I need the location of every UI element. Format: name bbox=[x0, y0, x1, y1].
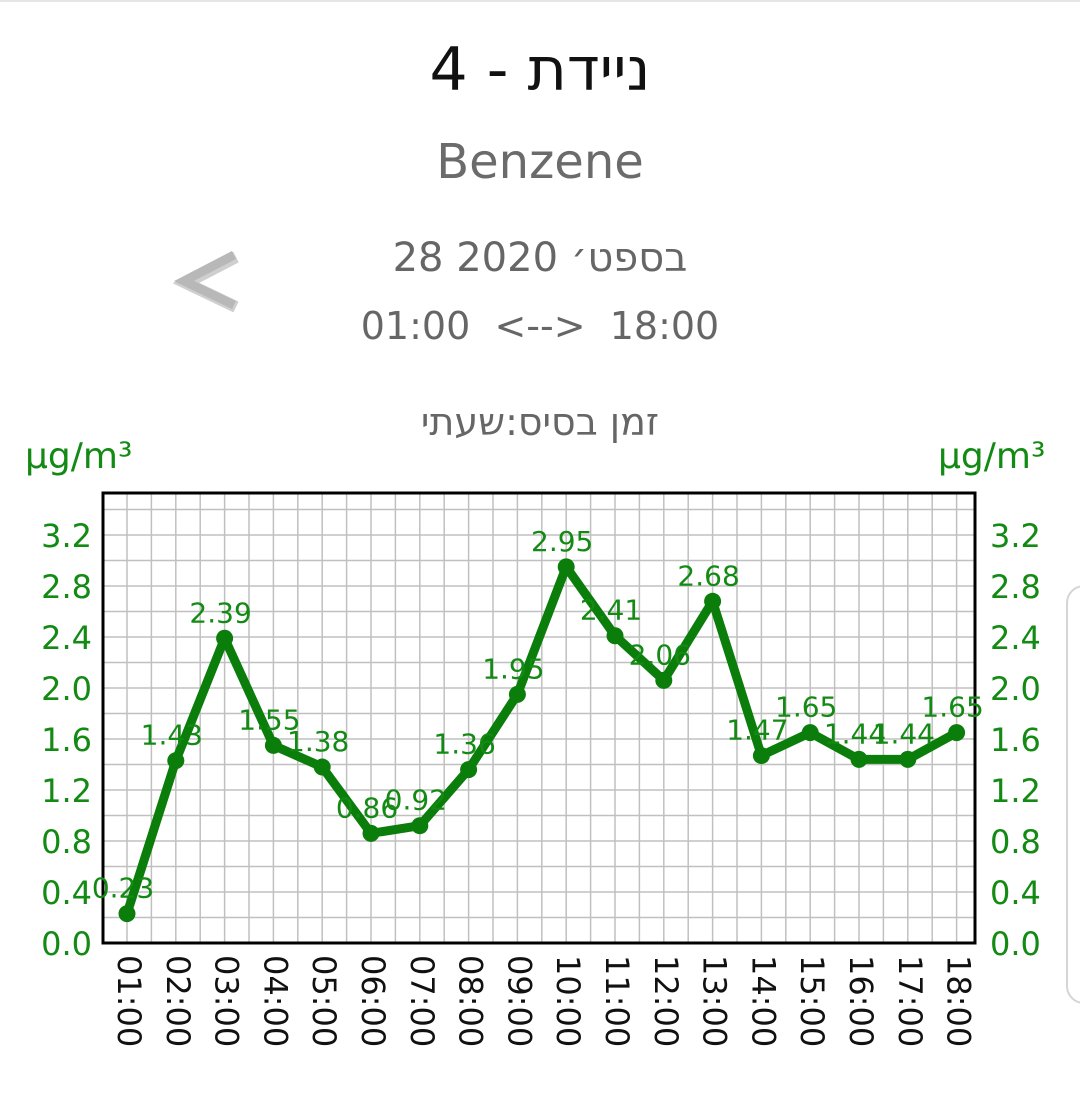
y-tick-label-left: 2.4 bbox=[41, 619, 92, 657]
data-point bbox=[557, 558, 575, 576]
y-tick-label-left: 0.8 bbox=[41, 823, 92, 861]
y-axis-unit-right: µg/m³ bbox=[938, 436, 1045, 477]
data-label: 2.95 bbox=[531, 525, 593, 558]
data-point bbox=[899, 750, 917, 768]
plot-frame bbox=[101, 491, 977, 945]
data-label: 1.38 bbox=[287, 725, 349, 758]
time-range: 01:00 <--> 18:00 bbox=[0, 300, 1080, 352]
pollutant-name: Benzene bbox=[436, 134, 644, 190]
data-label: 1.55 bbox=[238, 703, 300, 736]
date-label: 28 בספט׳ 2020 bbox=[392, 235, 688, 281]
chevron-left-icon bbox=[172, 251, 239, 313]
data-point bbox=[313, 758, 331, 776]
data-label: 0.92 bbox=[385, 784, 447, 817]
data-point bbox=[752, 747, 770, 765]
previous-button[interactable] bbox=[170, 245, 250, 320]
data-point bbox=[948, 724, 966, 742]
time-arrow: <--> bbox=[494, 304, 586, 348]
data-label: 0.23 bbox=[92, 872, 154, 905]
x-tick-label: 15:00 bbox=[793, 955, 831, 1047]
x-tick-label: 09:00 bbox=[500, 955, 538, 1047]
data-label: 1.95 bbox=[482, 652, 544, 685]
series-line bbox=[122, 562, 962, 919]
x-tick-label: 10:00 bbox=[549, 955, 587, 1047]
data-label: 1.43 bbox=[141, 719, 203, 752]
x-tick-label: 16:00 bbox=[842, 955, 880, 1047]
data-label: 1.47 bbox=[726, 714, 788, 747]
data-label: 1.44 bbox=[873, 717, 935, 750]
data-label: 1.36 bbox=[433, 728, 495, 761]
x-tick-label: 08:00 bbox=[452, 955, 490, 1047]
data-label: 2.39 bbox=[189, 596, 251, 629]
y-tick-label-right: 0.8 bbox=[990, 823, 1041, 861]
data-label: 1.65 bbox=[775, 691, 837, 724]
data-label: 1.44 bbox=[824, 717, 886, 750]
benzene-line-chart: µg/m³ µg/m³0.0 0.00.4 0.40.8 0.81.2 1.21.6 1.6… bbox=[25, 436, 1045, 1047]
y-tick-label-left: 1.6 bbox=[41, 721, 92, 759]
data-label: 2.68 bbox=[677, 559, 739, 592]
x-tick-label: 13:00 bbox=[696, 955, 734, 1047]
data-point bbox=[167, 752, 185, 770]
data-point bbox=[264, 736, 282, 754]
x-tick-label: 07:00 bbox=[403, 955, 441, 1047]
data-point bbox=[216, 629, 234, 647]
x-tick-label: 05:00 bbox=[305, 955, 343, 1047]
data-point bbox=[118, 905, 136, 923]
data-label: 1.65 bbox=[921, 691, 983, 724]
y-tick-label-right: 2.8 bbox=[990, 568, 1041, 606]
y-tick-label-right: 0.4 bbox=[990, 874, 1041, 912]
x-tick-label: 01:00 bbox=[110, 955, 148, 1047]
x-tick-label: 17:00 bbox=[891, 955, 929, 1047]
x-tick-label: 02:00 bbox=[159, 955, 197, 1047]
y-tick-label-right: 1.2 bbox=[990, 772, 1041, 810]
data-point bbox=[704, 592, 722, 610]
y-tick-label-right: 3.2 bbox=[990, 517, 1041, 555]
data-point bbox=[508, 685, 526, 703]
y-tick-label-right: 0.0 bbox=[990, 925, 1041, 963]
y-tick-label-left: 0.0 bbox=[41, 925, 92, 963]
data-point bbox=[460, 761, 478, 779]
data-label: 2.41 bbox=[580, 594, 642, 627]
x-tick-label: 14:00 bbox=[744, 955, 782, 1047]
x-tick-label: 03:00 bbox=[208, 955, 246, 1047]
y-tick-label-left: 2.8 bbox=[41, 568, 92, 606]
top-divider bbox=[0, 0, 1080, 2]
y-tick-label-left: 1.2 bbox=[41, 772, 92, 810]
time-end: 18:00 bbox=[609, 304, 720, 348]
data-point bbox=[411, 817, 429, 835]
base-time-label: זמן בסיס:שעתי bbox=[420, 400, 660, 444]
scroll-handle[interactable] bbox=[1066, 585, 1080, 1004]
y-tick-label-left: 0.4 bbox=[41, 874, 92, 912]
y-tick-label-left: 2.0 bbox=[41, 670, 92, 708]
x-tick-label: 18:00 bbox=[940, 955, 978, 1047]
y-tick-label-left: 3.2 bbox=[41, 517, 92, 555]
station-title: ניידת - 4 bbox=[429, 35, 651, 105]
data-point bbox=[655, 671, 673, 689]
data-point bbox=[606, 627, 624, 645]
y-tick-label-right: 1.6 bbox=[990, 721, 1041, 759]
x-tick-label: 11:00 bbox=[598, 955, 636, 1047]
time-start: 01:00 bbox=[360, 304, 471, 348]
data-point bbox=[801, 724, 819, 742]
x-tick-label: 06:00 bbox=[354, 955, 392, 1047]
data-label: 2.06 bbox=[629, 638, 691, 671]
y-tick-label-right: 2.0 bbox=[990, 670, 1041, 708]
data-point bbox=[362, 824, 380, 842]
y-tick-label-right: 2.4 bbox=[990, 619, 1041, 657]
x-tick-label: 04:00 bbox=[256, 955, 294, 1047]
x-tick-label: 12:00 bbox=[647, 955, 685, 1047]
y-axis-unit-left: µg/m³ bbox=[25, 436, 132, 477]
data-point bbox=[850, 750, 868, 768]
data-label: 0.86 bbox=[336, 791, 398, 824]
